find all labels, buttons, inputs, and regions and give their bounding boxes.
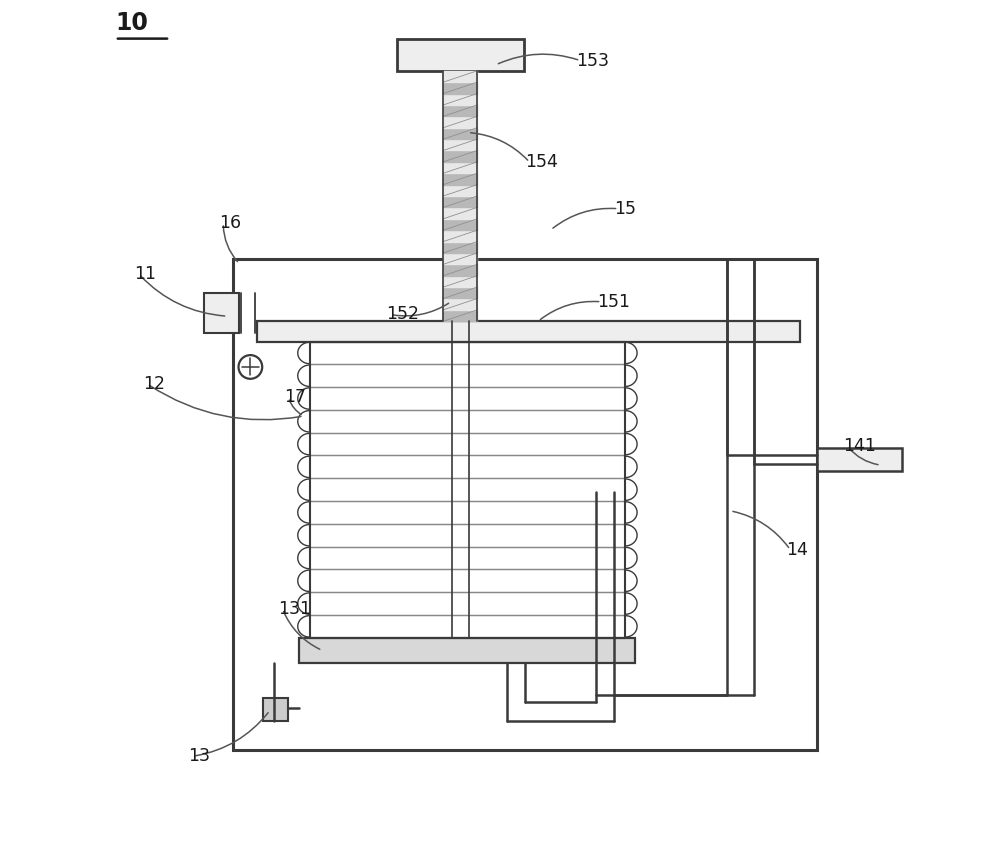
Text: 131: 131 <box>278 600 311 618</box>
Polygon shape <box>310 593 625 615</box>
Bar <box>817 448 902 471</box>
Polygon shape <box>310 364 625 387</box>
Polygon shape <box>443 287 477 299</box>
Text: 11: 11 <box>134 265 156 283</box>
Polygon shape <box>443 253 477 264</box>
Polygon shape <box>443 82 477 93</box>
Polygon shape <box>310 433 625 455</box>
Polygon shape <box>443 184 477 196</box>
Text: 10: 10 <box>115 11 148 36</box>
Polygon shape <box>443 70 477 82</box>
Text: 15: 15 <box>614 200 636 217</box>
Text: 13: 13 <box>189 747 211 765</box>
Polygon shape <box>443 207 477 219</box>
Text: 154: 154 <box>525 153 558 171</box>
Polygon shape <box>310 547 625 570</box>
Polygon shape <box>443 93 477 105</box>
Text: 153: 153 <box>576 52 609 70</box>
Polygon shape <box>443 310 477 321</box>
Polygon shape <box>443 230 477 242</box>
Polygon shape <box>310 410 625 433</box>
Polygon shape <box>310 387 625 410</box>
Polygon shape <box>310 570 625 593</box>
Polygon shape <box>443 116 477 127</box>
Polygon shape <box>310 478 625 501</box>
Bar <box>299 638 635 663</box>
Bar <box>233 260 817 751</box>
Text: 151: 151 <box>597 293 630 311</box>
Polygon shape <box>443 127 477 139</box>
Polygon shape <box>310 455 625 478</box>
Polygon shape <box>310 341 625 364</box>
Polygon shape <box>443 150 477 162</box>
Polygon shape <box>443 196 477 207</box>
Bar <box>397 38 524 70</box>
Bar <box>204 294 239 333</box>
Polygon shape <box>443 162 477 173</box>
Polygon shape <box>443 219 477 230</box>
Polygon shape <box>443 105 477 116</box>
Polygon shape <box>443 242 477 253</box>
Text: 14: 14 <box>786 541 808 559</box>
Text: 141: 141 <box>843 436 876 455</box>
Text: 17: 17 <box>284 389 306 407</box>
Bar <box>257 321 800 341</box>
Polygon shape <box>443 299 477 310</box>
Polygon shape <box>443 264 477 276</box>
Text: 12: 12 <box>143 375 165 393</box>
Polygon shape <box>310 615 625 638</box>
Polygon shape <box>310 524 625 547</box>
Text: 16: 16 <box>219 214 241 232</box>
Polygon shape <box>310 501 625 524</box>
Bar <box>263 698 288 721</box>
Polygon shape <box>443 139 477 150</box>
Polygon shape <box>443 276 477 287</box>
Text: 152: 152 <box>386 306 419 323</box>
Polygon shape <box>443 173 477 184</box>
